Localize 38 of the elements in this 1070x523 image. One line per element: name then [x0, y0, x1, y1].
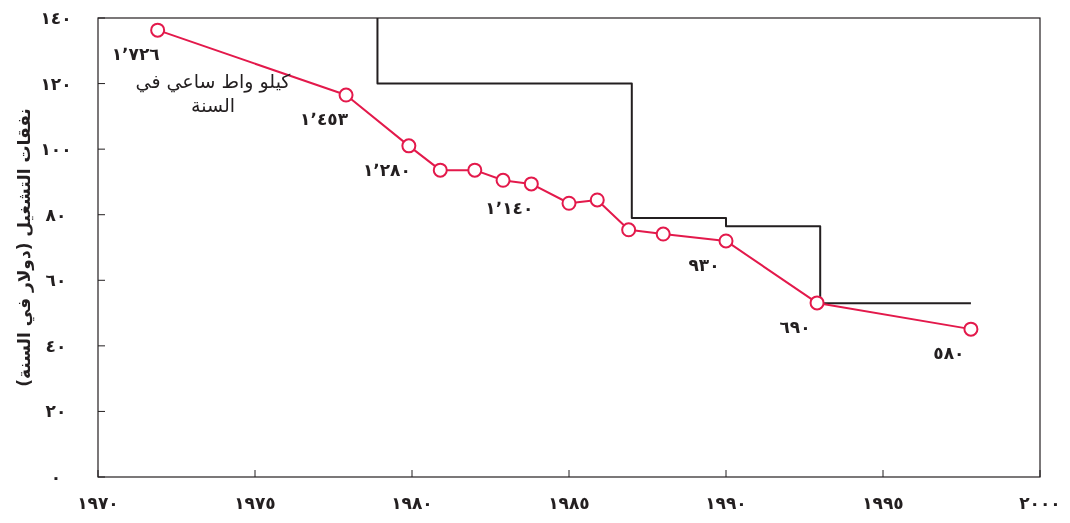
x-tick-label: ١٩٩٠: [705, 493, 747, 513]
annotation: كيلو واط ساعي في السنة: [134, 70, 292, 118]
annotation: ٥٨٠: [933, 343, 965, 364]
x-tick-label: ١٩٩٥: [862, 493, 904, 513]
point: [432, 162, 448, 178]
annotation: ١٬١٤٠: [485, 197, 534, 218]
point: [467, 162, 483, 178]
x-tick-label: ٢٠٠٠: [1019, 493, 1061, 513]
y-axis-title: نفقات التشغيل (دولار في السنة): [14, 108, 35, 387]
y-tick-label: ١٢٠: [40, 73, 72, 94]
point: [338, 87, 354, 103]
y-tick-label: ٨٠: [45, 204, 67, 225]
y-tick-label: ١٤٠: [40, 8, 72, 28]
point: [621, 222, 637, 238]
y-tick-label: ٢٠: [45, 401, 67, 422]
x-tick-label: ١٩٨٠: [391, 493, 433, 513]
point: [150, 22, 166, 38]
y-tick-label: ٠: [50, 467, 62, 487]
annotation: ١٬٧٢٦: [111, 44, 160, 65]
x-tick-label: ١٩٨٥: [548, 493, 590, 513]
x-tick-label: ١٩٧٠: [77, 493, 119, 513]
point: [655, 226, 671, 242]
point: [718, 233, 734, 249]
point: [963, 321, 979, 337]
point: [523, 176, 539, 192]
y-tick-label: ١٠٠: [40, 139, 72, 160]
annotation: ٩٣٠: [688, 254, 720, 275]
x-tick-label: ١٩٧٥: [234, 493, 276, 513]
point: [401, 138, 417, 154]
point: [495, 172, 511, 188]
point: [561, 195, 577, 211]
annotation: ١٬٤٥٣: [300, 109, 349, 130]
y-tick-label: ٦٠: [45, 270, 67, 291]
annotation: ٦٩٠: [779, 316, 811, 337]
point: [809, 295, 825, 311]
y-tick-label: ٤٠: [45, 335, 67, 356]
point: [589, 192, 605, 208]
annotation: ١٬٢٨٠: [362, 159, 411, 180]
